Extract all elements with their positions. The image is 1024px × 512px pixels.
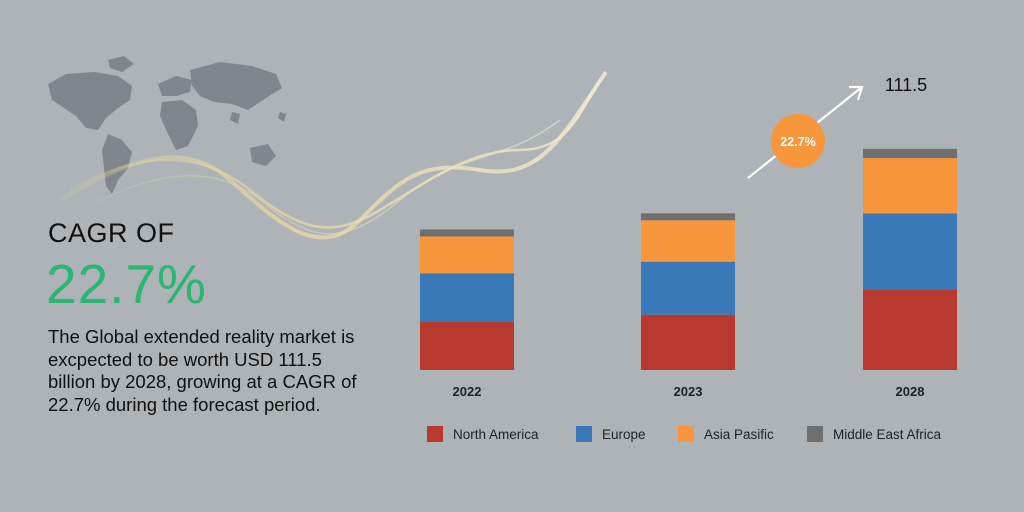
bar-2028-europe (863, 213, 957, 290)
legend-label: Middle East Africa (833, 426, 942, 442)
end-value-label: 111.5 (885, 75, 927, 95)
bar-2023-north-america (641, 314, 735, 370)
bar-2022-middle-east-africa (420, 229, 514, 237)
bar-2023-middle-east-africa (641, 213, 735, 221)
legend-swatch (807, 426, 823, 442)
x-tick-label: 2023 (674, 384, 703, 399)
cagr-label: CAGR OF (48, 218, 175, 248)
bar-2023-europe (641, 261, 735, 315)
decorative-wave-3 (89, 119, 561, 235)
legend-label: Europe (602, 426, 646, 442)
legend-item-middle-east-africa: Middle East Africa (807, 422, 941, 446)
bar-2028-north-america (863, 289, 957, 370)
bar-2022-asia-pasific (420, 236, 514, 274)
decorative-wave-2 (69, 79, 602, 229)
bar-2028-middle-east-africa (863, 148, 957, 159)
legend-label: North America (453, 426, 539, 442)
bar-2022-north-america (420, 321, 514, 370)
cagr-value: 22.7% (46, 253, 207, 315)
cagr-badge-label: 22.7% (780, 135, 815, 149)
legend-item-asia-pasific: Asia Pasific (678, 422, 774, 446)
legend-swatch (678, 426, 694, 442)
cagr-badge (771, 114, 825, 168)
x-tick-label: 2022 (453, 384, 482, 399)
chart-legend: North America Europe Asia Pasific Middle Ea… (400, 422, 1000, 446)
legend-swatch (576, 426, 592, 442)
bar-2023-asia-pasific (641, 220, 735, 262)
world-map-icon (48, 56, 286, 194)
bar-2028-asia-pasific (863, 158, 957, 214)
legend-label: Asia Pasific (704, 426, 774, 442)
stacked-bar-chart: 2022 2023 2028 22.7% 111.5 (420, 75, 957, 399)
legend-swatch (427, 426, 443, 442)
legend-item-europe: Europe (576, 422, 646, 446)
x-tick-label: 2028 (896, 384, 925, 399)
bar-2022-europe (420, 273, 514, 322)
legend-item-north-america: North America (427, 422, 539, 446)
market-description: The Global extended reality market is ex… (48, 326, 357, 415)
